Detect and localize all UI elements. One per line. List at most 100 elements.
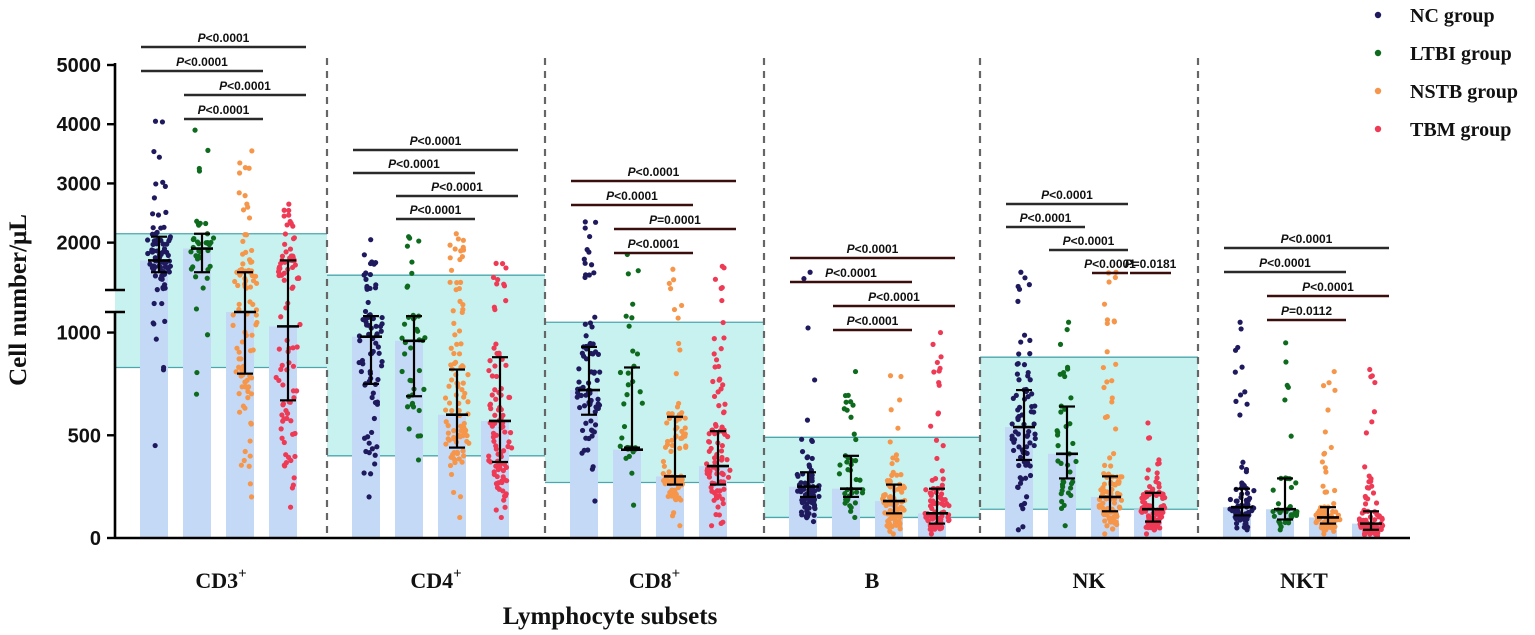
data-point	[592, 422, 599, 428]
data-point	[842, 392, 849, 399]
data-point	[661, 478, 667, 484]
data-point	[162, 183, 168, 189]
data-point	[246, 215, 253, 221]
pvalue-label: P<0.0001	[198, 103, 250, 117]
data-point	[721, 335, 727, 341]
data-point	[1054, 432, 1061, 438]
data-point	[1113, 361, 1119, 367]
data-point	[1014, 361, 1020, 367]
data-point	[1018, 502, 1025, 508]
data-point	[592, 219, 599, 225]
data-point	[595, 396, 601, 402]
data-point	[490, 434, 497, 440]
data-point	[1112, 482, 1118, 488]
data-point	[291, 475, 297, 481]
data-point	[1362, 464, 1368, 470]
data-point	[1057, 341, 1064, 347]
data-point	[1024, 450, 1030, 456]
data-point	[196, 168, 203, 174]
data-point	[1288, 433, 1294, 439]
data-point	[363, 276, 369, 282]
data-point	[718, 520, 724, 527]
data-point	[416, 407, 422, 414]
data-point	[1330, 508, 1336, 515]
data-point	[798, 489, 804, 495]
data-point	[495, 480, 502, 486]
data-point	[1161, 503, 1167, 509]
data-point	[812, 377, 818, 383]
data-point	[583, 356, 589, 362]
data-point	[450, 489, 457, 496]
data-point	[893, 518, 899, 524]
data-point	[278, 314, 284, 320]
data-point	[454, 280, 460, 286]
data-point	[889, 472, 895, 478]
data-point	[287, 218, 293, 225]
data-point	[680, 432, 687, 439]
data-point	[461, 453, 467, 459]
data-point	[592, 409, 598, 415]
data-point	[716, 403, 722, 409]
data-point	[1027, 337, 1033, 343]
data-point	[581, 447, 587, 453]
data-point	[491, 304, 497, 310]
data-point	[448, 267, 455, 273]
data-point	[582, 219, 588, 225]
data-point	[1322, 429, 1328, 435]
data-point	[1061, 479, 1067, 485]
data-point	[853, 476, 859, 483]
data-point	[623, 313, 629, 319]
data-point	[422, 335, 428, 341]
data-point	[591, 429, 597, 435]
pvalue-label: P<0.0001	[628, 237, 680, 251]
data-point	[281, 207, 287, 213]
data-point	[1109, 399, 1115, 405]
data-point	[154, 287, 160, 293]
data-point	[147, 261, 153, 267]
data-point	[890, 455, 896, 461]
data-point	[837, 462, 843, 468]
data-point	[718, 457, 725, 463]
legend-marker	[1374, 11, 1382, 19]
data-point	[1237, 319, 1243, 325]
data-point	[1283, 340, 1289, 346]
data-point	[193, 274, 199, 280]
data-point	[377, 323, 384, 330]
x-tick-label: CD8+	[629, 566, 680, 593]
data-point	[1104, 512, 1110, 518]
data-point	[239, 368, 245, 374]
data-point	[492, 363, 498, 369]
data-point	[682, 425, 688, 431]
data-point	[1157, 512, 1163, 518]
data-point	[679, 428, 685, 434]
data-point	[635, 268, 641, 274]
data-point	[625, 271, 631, 277]
data-point	[490, 274, 497, 281]
data-point	[720, 479, 727, 485]
data-point	[503, 298, 509, 304]
data-point	[626, 323, 632, 329]
data-point	[458, 428, 464, 434]
data-point	[674, 404, 681, 410]
data-point	[453, 287, 459, 293]
data-point	[495, 466, 502, 473]
data-point	[1146, 435, 1153, 441]
data-point	[1362, 501, 1369, 507]
data-point	[249, 247, 255, 254]
data-point	[938, 354, 944, 360]
data-point	[358, 368, 364, 375]
data-point	[149, 265, 155, 271]
data-point	[1096, 503, 1102, 509]
data-point	[630, 502, 637, 508]
data-point	[451, 350, 457, 357]
data-point	[464, 438, 470, 445]
data-point	[455, 236, 461, 242]
data-point	[675, 484, 682, 490]
data-point	[373, 282, 379, 288]
data-point	[460, 302, 466, 308]
data-point	[1233, 498, 1239, 504]
data-point	[582, 321, 588, 327]
data-point	[234, 345, 240, 351]
data-point	[1108, 463, 1114, 469]
data-point	[621, 401, 627, 407]
